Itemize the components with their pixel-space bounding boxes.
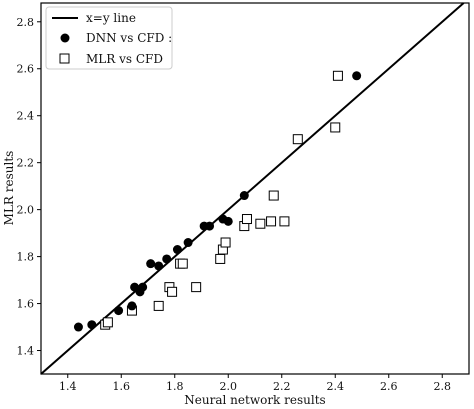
- x-tick-label: 2.2: [273, 380, 291, 393]
- y-tick-label: 1.4: [17, 345, 35, 358]
- x-tick-label: 2.4: [327, 380, 345, 393]
- dnn-data-point: [154, 261, 164, 271]
- y-tick-label: 1.6: [17, 298, 35, 311]
- mlr-data-point: [167, 286, 178, 297]
- y-tick-label: 2.4: [17, 110, 35, 123]
- dnn-data-point: [73, 322, 83, 332]
- dnn-data-point: [146, 259, 156, 269]
- legend-label-dnn: DNN vs CFD :: [86, 31, 172, 45]
- dnn-data-point: [352, 71, 362, 81]
- mlr-data-point: [102, 317, 113, 328]
- legend-circle-swatch: [60, 33, 70, 43]
- mlr-data-point: [191, 282, 202, 293]
- legend-box: [45, 6, 173, 70]
- dnn-series-markers: [73, 71, 362, 332]
- y-tick-label: 2.8: [17, 16, 35, 29]
- dnn-data-point: [138, 282, 148, 292]
- dnn-data-point: [114, 306, 124, 316]
- mlr-data-point: [255, 218, 266, 229]
- dnn-data-point: [172, 245, 182, 255]
- plot-frame: [40, 2, 470, 375]
- identity-line: [40, 2, 465, 375]
- y-tick-label: 1.8: [17, 251, 35, 264]
- mlr-data-point: [153, 300, 164, 311]
- y-tick-label: 2.6: [17, 63, 35, 76]
- x-tick-label: 2.8: [434, 380, 452, 393]
- mlr-data-point: [292, 134, 303, 145]
- x-tick-label: 2.6: [380, 380, 398, 393]
- dnn-data-point: [223, 216, 233, 226]
- dnn-data-point: [239, 191, 249, 201]
- mlr-data-point: [220, 237, 231, 248]
- x-tick-label: 1.6: [113, 380, 131, 393]
- x-axis-ticks: 1.4 1.6 1.8 2.0 2.2 2.4 2.6 2.8: [59, 374, 451, 393]
- x-tick-label: 2.0: [220, 380, 238, 393]
- mlr-data-point: [332, 70, 343, 81]
- y-tick-label: 2.2: [17, 157, 35, 170]
- mlr-data-point: [266, 216, 277, 227]
- mlr-data-point: [279, 216, 290, 227]
- y-axis-label: MLR results: [2, 151, 16, 226]
- y-tick-label: 2.0: [17, 204, 35, 217]
- dnn-data-point: [87, 320, 97, 330]
- dnn-data-point: [205, 221, 215, 231]
- mlr-data-point: [330, 122, 341, 133]
- legend-label-mlr: MLR vs CFD: [86, 52, 163, 66]
- x-axis-label: Neural network results: [184, 393, 325, 407]
- mlr-data-point: [268, 190, 279, 201]
- y-axis-ticks: 1.4 1.6 1.8 2.0 2.2 2.4 2.6 2.8: [17, 16, 41, 358]
- mlr-data-point: [241, 214, 252, 225]
- dnn-data-point: [127, 301, 137, 311]
- dnn-data-point: [162, 254, 172, 264]
- legend-square-swatch: [59, 53, 70, 64]
- legend-label-identity: x=y line: [86, 11, 136, 25]
- mlr-data-point: [177, 258, 188, 269]
- x-tick-label: 1.8: [166, 380, 184, 393]
- dnn-data-point: [183, 238, 193, 248]
- x-tick-label: 1.4: [59, 380, 77, 393]
- legend: x=y line DNN vs CFD : MLR vs CFD: [45, 6, 173, 70]
- mlr-data-point: [215, 253, 226, 264]
